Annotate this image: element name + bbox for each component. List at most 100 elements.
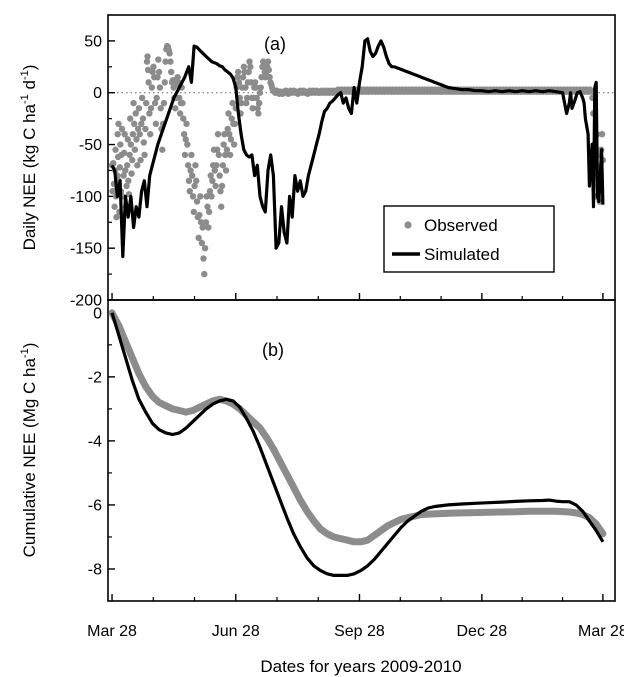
panel-b-y-tick-label: -8 (88, 561, 102, 578)
x-tick-label: Sep 28 (334, 623, 385, 640)
observed-daily-point (243, 99, 250, 107)
observed-daily-point (213, 162, 220, 169)
observed-daily-point (153, 94, 160, 102)
observed-daily-point (221, 130, 228, 138)
panel-b-frame (107, 299, 616, 602)
observed-daily-point (217, 187, 224, 195)
observed-daily-point (264, 58, 272, 65)
observed-daily-point (168, 68, 175, 76)
observed-daily-point (184, 141, 191, 148)
observed-daily-point (257, 84, 264, 91)
panel-a-y-tick-label: 0 (93, 85, 102, 102)
observed-daily-point (148, 84, 156, 91)
observed-daily-point (154, 73, 161, 81)
observed-daily-point (212, 182, 219, 190)
observed-daily-point (199, 224, 206, 231)
observed-daily-point (239, 73, 247, 81)
observed-daily-point (192, 162, 199, 169)
observed-daily-point (256, 89, 264, 96)
observed-daily-point (155, 56, 162, 63)
panel-b-y-ticks: 0 -2 -4 -6 -8 (88, 305, 115, 578)
panel-b-y-axis-title: Cumulative NEE (Mg C ha-1) (19, 343, 39, 558)
panel-a-y-axis-title: Daily NEE (kg C ha-1 d-1) (19, 65, 39, 251)
observed-daily-point (138, 120, 145, 128)
observed-daily-point (247, 63, 254, 71)
observed-daily-point (124, 136, 131, 143)
observed-daily-point (159, 146, 166, 153)
observed-daily-point (216, 172, 223, 179)
observed-daily-point (161, 79, 168, 86)
observed-daily-point (130, 99, 137, 107)
observed-daily-point (186, 187, 193, 195)
observed-daily-point (193, 177, 200, 185)
observed-daily-point (126, 151, 133, 159)
observed-daily-point (141, 151, 148, 159)
panel-b-plot-area (108, 309, 607, 578)
observed-daily-point (230, 141, 238, 148)
observed-daily-point (246, 58, 253, 65)
panel-b: 0-2-4-6-8 Mar 28 Jun 28 Sep 28 Dec 28 Mar 28… (19, 293, 624, 676)
observed-daily-point (222, 151, 229, 159)
observed-daily-point (118, 125, 126, 133)
observed-daily-point (238, 99, 245, 107)
observed-daily-point (191, 182, 198, 190)
observed-daily-point (598, 130, 606, 138)
observed-daily-point (128, 170, 135, 177)
observed-daily-point (226, 130, 233, 138)
observed-daily-point (223, 146, 231, 153)
observed-daily-point (181, 151, 189, 159)
observed-daily-point (112, 146, 119, 153)
panel-b-x-ticks: Mar 28 Jun 28 Sep 28 Dec 28 Mar 28 (87, 293, 624, 640)
legend-box (383, 205, 555, 273)
observed-daily-point (152, 120, 160, 128)
observed-daily-point (220, 141, 227, 148)
observed-daily-point (252, 84, 260, 91)
observed-daily-point (169, 77, 177, 84)
observed-daily-point (249, 105, 256, 112)
observed-daily-point (180, 130, 188, 138)
observed-daily-point (174, 73, 181, 81)
observed-daily-point (131, 120, 138, 128)
observed-daily-point (160, 99, 168, 107)
observed-daily-point (145, 79, 152, 86)
panel-b-y-tick-label: -2 (88, 369, 102, 386)
observed-daily-point (134, 162, 141, 169)
observed-daily-point (115, 120, 122, 128)
observed-daily-point (245, 68, 252, 76)
observed-daily-point (198, 239, 206, 247)
observed-daily-point (243, 94, 251, 102)
observed-daily-point (132, 110, 139, 117)
panel-b-y-tick-label: -4 (88, 433, 102, 450)
observed-daily-point (185, 177, 193, 185)
observed-daily-point (189, 193, 197, 200)
observed-daily-point (234, 73, 241, 81)
observed-daily-point (126, 115, 134, 122)
observed-daily-point (240, 63, 248, 71)
observed-daily-point (202, 219, 210, 226)
observed-daily-point (214, 130, 222, 138)
observed-daily-point (229, 99, 236, 107)
observed-daily-point (131, 146, 139, 153)
observed-daily-point (139, 115, 147, 122)
observed-daily-point (228, 115, 235, 122)
legend-observed-label: Observed (424, 216, 498, 235)
observed-daily-point (183, 120, 190, 128)
observed-daily-point (134, 125, 142, 133)
observed-daily-point (200, 255, 207, 262)
observed-daily-point (114, 130, 121, 138)
observed-daily-point (242, 84, 249, 91)
observed-daily-point (205, 208, 213, 216)
observed-daily-point (172, 105, 179, 112)
simulated-daily-line (110, 37, 605, 259)
panel-b-y-tick-label: 0 (93, 305, 102, 322)
observed-daily-point (140, 139, 147, 146)
observed-daily-point (208, 193, 215, 200)
observed-daily-point (206, 187, 214, 195)
observed-daily-point (111, 203, 118, 210)
observed-daily-point (251, 79, 259, 86)
observed-daily-point (120, 172, 127, 179)
observed-daily-point (254, 105, 261, 112)
observed-daily-point (218, 203, 225, 210)
observed-daily-point (235, 79, 243, 86)
